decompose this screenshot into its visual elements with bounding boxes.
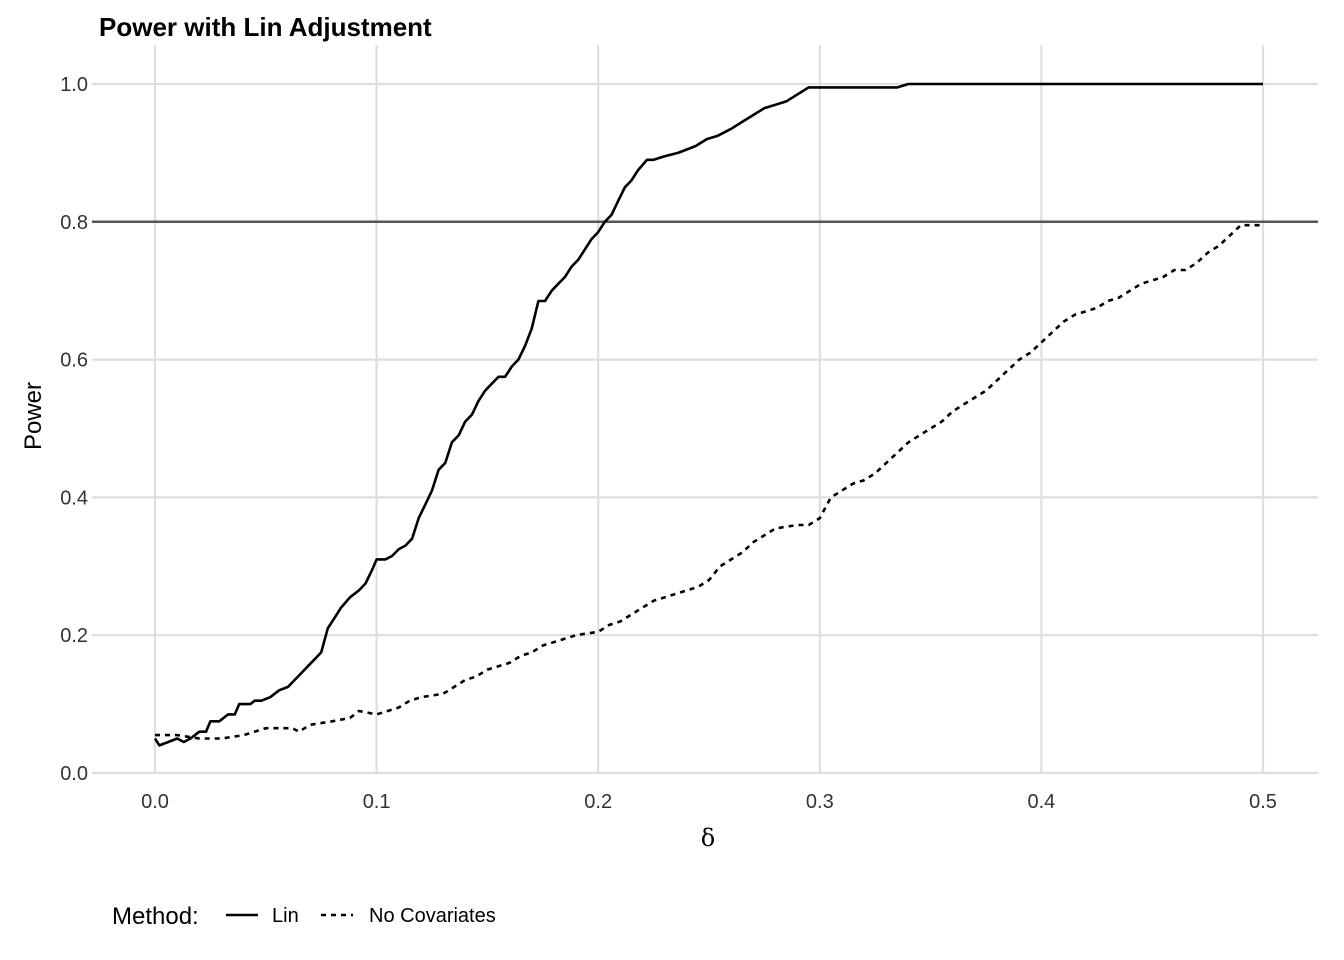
x-tick-label: 0.3 — [806, 791, 834, 813]
y-tick-label: 0.8 — [60, 212, 88, 234]
x-axis-title: δ — [701, 824, 715, 852]
x-tick-label: 0.1 — [363, 791, 391, 813]
x-tick-label: 0.4 — [1027, 791, 1055, 813]
legend: Method: Lin No Covariates — [112, 903, 496, 930]
x-tick-label: 0.2 — [584, 791, 612, 813]
series-layer — [153, 82, 1263, 747]
legend-title: Method: — [112, 903, 199, 930]
chart-title: Power with Lin Adjustment — [99, 12, 432, 42]
legend-label-no-covariates: No Covariates — [369, 905, 496, 927]
grid-layer — [92, 45, 1318, 775]
x-tick-label: 0.5 — [1249, 791, 1277, 813]
legend-label-lin: Lin — [272, 905, 299, 927]
series-line-no-covariates — [155, 223, 1263, 740]
y-tick-label: 1.0 — [60, 74, 88, 96]
tick-label-layer: 0.0 0.1 0.2 0.3 0.4 0.5 0.0 0.2 0.4 0.6 0.8 1.0 — [60, 74, 1277, 813]
y-tick-label: 0.2 — [60, 625, 88, 647]
y-tick-label: 0.0 — [60, 763, 88, 785]
y-tick-label: 0.6 — [60, 350, 88, 372]
y-axis-title: Power — [20, 382, 47, 450]
series-line-lin — [153, 82, 1263, 747]
y-tick-label: 0.4 — [60, 487, 88, 509]
x-tick-label: 0.0 — [141, 791, 169, 813]
